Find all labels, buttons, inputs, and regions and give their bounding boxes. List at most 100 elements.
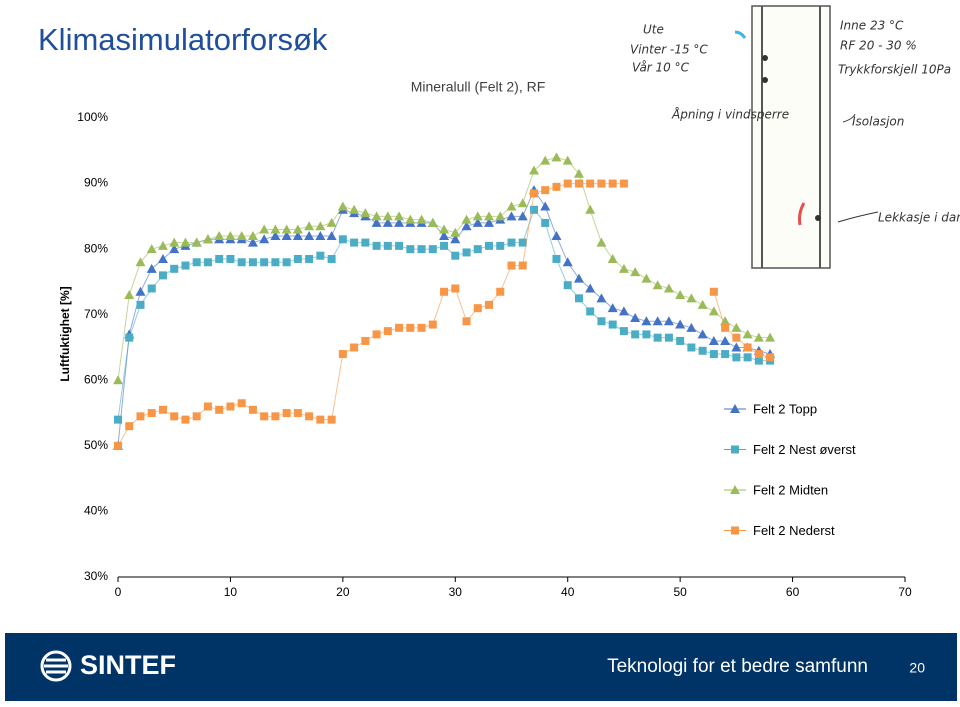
legend-marker [731, 445, 739, 454]
data-point [462, 317, 471, 326]
footer-text: Teknologi for et bedre samfunn [607, 656, 868, 677]
data-point [281, 231, 292, 241]
data-point [708, 335, 719, 345]
data-point [170, 412, 179, 421]
data-point [652, 280, 663, 290]
legend-marker [731, 526, 739, 535]
data-point [248, 258, 257, 267]
annotation: Vinter -15 °C [630, 43, 708, 57]
data-point [472, 211, 483, 221]
footer-band [5, 633, 957, 701]
data-point [406, 245, 415, 254]
data-point [630, 267, 641, 277]
data-point [518, 261, 527, 270]
y-tick-label: 70% [84, 307, 108, 321]
data-point [439, 224, 450, 234]
data-point [552, 182, 561, 191]
data-point [686, 322, 697, 332]
data-point [113, 375, 123, 385]
data-point [663, 316, 674, 326]
data-point [552, 254, 561, 263]
data-point [349, 204, 360, 214]
data-point [597, 179, 606, 188]
data-point [585, 204, 596, 214]
data-point [721, 323, 730, 332]
legend-label: Felt 2 Midten [753, 482, 828, 497]
data-point [226, 402, 235, 411]
data-point [293, 409, 302, 418]
data-point [248, 405, 257, 414]
annotation: Ute [643, 23, 664, 37]
data-point [528, 165, 539, 175]
data-point [631, 330, 640, 339]
data-point [675, 290, 686, 300]
data-point [170, 264, 179, 273]
data-point [451, 284, 460, 293]
data-point [316, 415, 325, 424]
data-point [271, 258, 280, 267]
data-point [506, 211, 517, 221]
data-point [383, 241, 392, 250]
data-point [596, 237, 607, 247]
data-point [743, 343, 752, 352]
data-point [371, 211, 382, 221]
data-point [485, 241, 494, 250]
data-point [136, 412, 145, 421]
data-point [158, 271, 167, 280]
data-point [586, 307, 595, 316]
data-point [608, 320, 617, 329]
data-point [573, 273, 584, 283]
y-tick-label: 60% [84, 372, 108, 386]
legend-marker [730, 485, 740, 494]
y-tick-label: 50% [84, 438, 108, 452]
data-point [450, 234, 461, 244]
data-point [203, 258, 212, 267]
data-point [720, 335, 731, 345]
pointer [837, 211, 879, 223]
data-point [742, 329, 753, 339]
logo-icon [40, 650, 72, 682]
data-point [326, 217, 337, 227]
data-point [395, 241, 404, 250]
data-point [417, 245, 426, 254]
data-point [618, 263, 629, 273]
data-point [337, 201, 348, 211]
data-point [135, 257, 146, 267]
annotation: Lekkasje i dampsperre [878, 211, 960, 225]
data-point [641, 273, 652, 283]
data-point [540, 201, 551, 211]
data-point [292, 224, 303, 234]
x-tick-label: 30 [449, 585, 463, 599]
air-arrow [734, 30, 747, 39]
data-point [371, 217, 382, 227]
data-point [653, 333, 662, 342]
annotation: Inne 23 °C [840, 19, 904, 33]
data-point [427, 217, 438, 227]
x-tick-label: 10 [224, 585, 238, 599]
data-point [574, 179, 583, 188]
legend-label: Felt 2 Nederst [753, 523, 835, 538]
leak [815, 215, 821, 221]
data-point [360, 208, 371, 218]
data-point [585, 283, 596, 293]
data-point [214, 231, 225, 241]
data-point [259, 234, 270, 244]
data-point [215, 254, 224, 263]
data-point [361, 238, 370, 247]
data-point [180, 237, 191, 247]
data-point [675, 319, 686, 329]
page-number: 20 [909, 660, 925, 676]
data-point [305, 412, 314, 421]
data-point [169, 237, 180, 247]
data-point [181, 261, 190, 270]
data-point [202, 234, 213, 244]
wall [751, 5, 831, 269]
data-point [260, 258, 269, 267]
data-point [652, 316, 663, 326]
series [114, 205, 775, 424]
brand: SINTEF [80, 650, 176, 680]
data-point [147, 409, 156, 418]
data-point [428, 320, 437, 329]
logo-icon [44, 658, 68, 674]
data-point [732, 333, 741, 342]
